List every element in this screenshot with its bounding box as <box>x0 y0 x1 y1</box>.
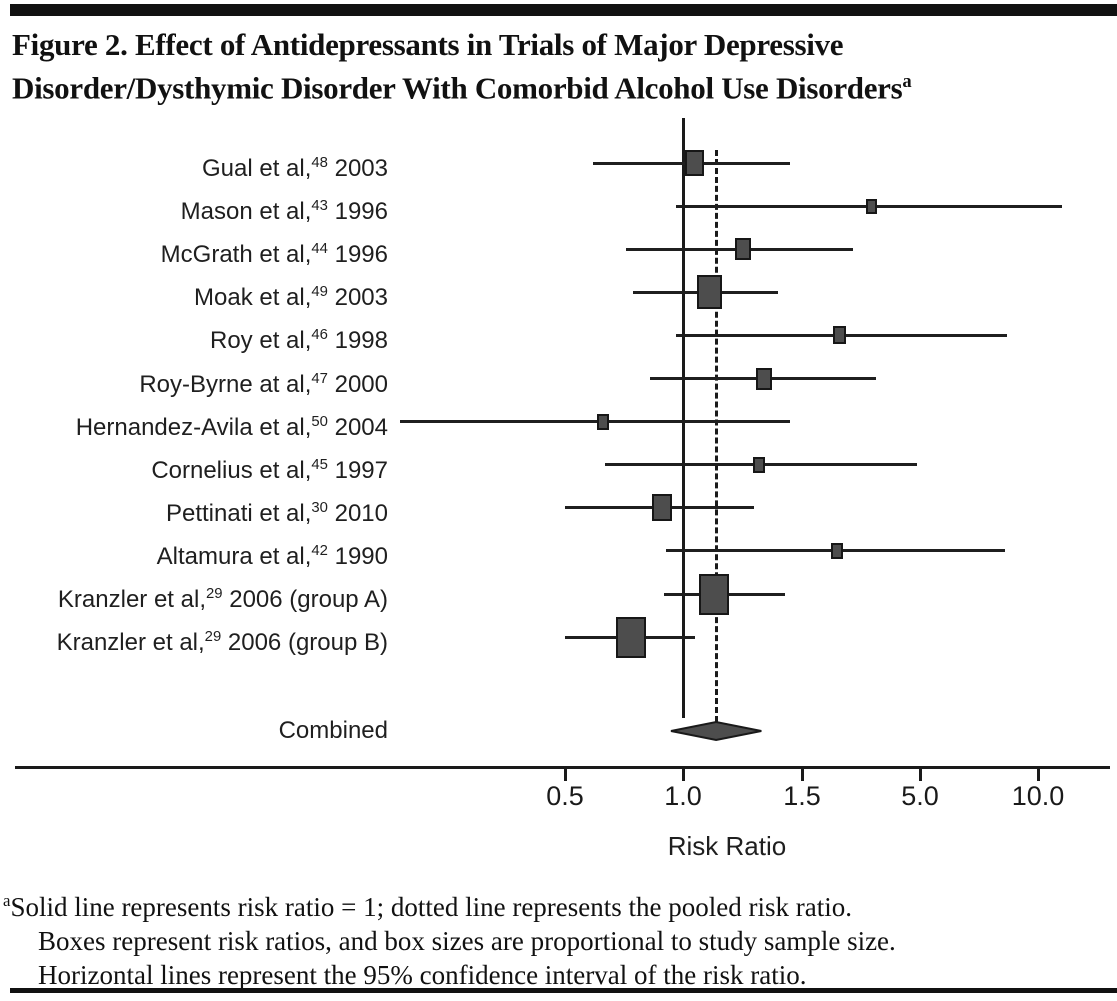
risk-ratio-box <box>832 326 846 345</box>
axis-tick-label: 5.0 <box>901 781 939 811</box>
footnote-superscript: a <box>3 891 11 910</box>
figure-title-line1: Figure 2. Effect of Antidepressants in T… <box>12 27 844 62</box>
risk-ratio-box <box>865 198 877 214</box>
risk-ratio-box <box>616 616 647 658</box>
study-label: Roy et al,46 1998 <box>210 327 388 355</box>
figure-footnote: aSolid line represents risk ratio = 1; d… <box>3 884 1108 992</box>
combined-label: Combined <box>278 717 388 744</box>
reference-line-rr1 <box>681 118 685 718</box>
study-label: Kranzler et al,29 2006 (group A) <box>57 586 388 613</box>
x-axis-line <box>15 766 1110 769</box>
risk-ratio-box <box>696 275 722 310</box>
axis-tick <box>681 769 685 781</box>
study-label: Cornelius et al,45 1997 <box>151 456 388 484</box>
study-label: McGrath et al,44 1996 <box>160 241 388 269</box>
study-label: Mason et al,43 1996 <box>180 198 388 226</box>
axis-tick <box>1036 769 1040 781</box>
risk-ratio-box <box>596 413 609 430</box>
x-axis-title: Risk Ratio <box>667 831 787 861</box>
axis-tick <box>918 769 922 781</box>
pooled-risk-ratio-line <box>714 150 718 722</box>
risk-ratio-box <box>651 494 672 522</box>
footnote-line2: Boxes represent risk ratios, and box siz… <box>38 926 896 956</box>
risk-ratio-box <box>698 573 729 615</box>
risk-ratio-box <box>753 456 766 473</box>
title-superscript: a <box>902 71 912 92</box>
bottom-rule <box>10 988 1117 993</box>
study-label: Pettinati et al,30 2010 <box>165 499 388 527</box>
axis-tick-label: 10.0 <box>1011 781 1065 811</box>
risk-ratio-box <box>685 150 705 176</box>
study-label: Kranzler et al,29 2006 (group B) <box>56 629 388 657</box>
axis-tick-label: 1.5 <box>783 781 821 811</box>
study-label: Gual et al,48 2003 <box>201 155 388 182</box>
study-label: Roy-Byrne at al,47 2000 <box>139 370 388 398</box>
study-label: Altamura et al,42 1990 <box>156 542 388 570</box>
axis-tick <box>563 769 567 781</box>
confidence-interval-line <box>399 420 791 424</box>
top-rule <box>10 4 1117 16</box>
risk-ratio-box <box>755 367 772 390</box>
footnote-line3: Horizontal lines represent the 95% confi… <box>38 960 807 990</box>
study-label: Hernandez-Avila et al,50 2004 <box>75 413 388 441</box>
axis-tick-label: 0.5 <box>546 781 584 811</box>
risk-ratio-box <box>831 542 844 559</box>
axis-tick <box>800 769 804 781</box>
study-label: Moak et al,49 2003 <box>194 284 388 312</box>
combined-diamond <box>670 720 762 742</box>
footnote-line1: aSolid line represents risk ratio = 1; d… <box>3 891 852 922</box>
axis-tick-label: 1.0 <box>664 781 702 811</box>
figure-title-line2: Disorder/Dysthymic Disorder With Comorbi… <box>12 70 912 106</box>
figure-title: Figure 2. Effect of Antidepressants in T… <box>12 26 1102 106</box>
risk-ratio-box <box>734 238 751 261</box>
